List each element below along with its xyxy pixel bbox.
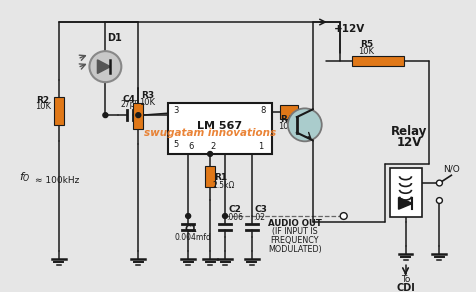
Text: 0.004mfd: 0.004mfd	[174, 233, 211, 242]
Text: R3: R3	[141, 91, 154, 100]
Text: 6: 6	[188, 142, 194, 151]
Circle shape	[208, 152, 213, 157]
Text: ≈ 100kHz: ≈ 100kHz	[35, 175, 79, 185]
Circle shape	[436, 180, 442, 186]
Text: D1: D1	[108, 33, 122, 44]
Text: 1: 1	[258, 142, 263, 151]
Text: MODULATED): MODULATED)	[268, 245, 322, 254]
Text: To: To	[401, 275, 410, 284]
Circle shape	[103, 113, 108, 118]
Circle shape	[340, 213, 347, 219]
Text: R1: R1	[214, 173, 227, 182]
Text: 12V: 12V	[397, 136, 422, 149]
Circle shape	[136, 113, 141, 118]
Circle shape	[186, 213, 191, 218]
Text: R2: R2	[37, 95, 50, 105]
Bar	[53, 97, 63, 124]
Circle shape	[89, 51, 121, 82]
Text: 5: 5	[173, 140, 178, 149]
Text: AUDIO OUT: AUDIO OUT	[268, 219, 322, 228]
Bar	[168, 102, 272, 154]
Circle shape	[288, 108, 322, 141]
Text: 2: 2	[210, 142, 215, 151]
Text: 8: 8	[260, 106, 265, 115]
Text: +12V: +12V	[334, 24, 365, 34]
Text: (IF INPUT IS: (IF INPUT IS	[272, 227, 317, 237]
Text: Relay: Relay	[391, 125, 427, 138]
Text: 2.5kΩ: 2.5kΩ	[212, 181, 235, 190]
Circle shape	[436, 198, 442, 204]
Text: R5: R5	[360, 40, 373, 49]
Text: 10K: 10K	[278, 122, 294, 131]
Text: FREQUENCY: FREQUENCY	[270, 236, 319, 245]
Text: .02: .02	[253, 213, 265, 222]
Text: C1: C1	[184, 225, 197, 234]
Text: LM 567: LM 567	[198, 121, 243, 131]
Bar	[205, 166, 215, 187]
Text: 10K: 10K	[139, 98, 155, 107]
Text: R4: R4	[280, 115, 293, 124]
Bar	[389, 168, 423, 217]
Text: C3: C3	[255, 205, 268, 214]
Bar	[280, 105, 298, 119]
Text: .006: .006	[226, 213, 243, 222]
Text: C4: C4	[122, 95, 135, 104]
Text: $f_O$: $f_O$	[19, 170, 30, 184]
Polygon shape	[398, 198, 413, 209]
Text: C2: C2	[228, 205, 241, 214]
Text: 27pF: 27pF	[120, 100, 139, 110]
Text: CDI: CDI	[396, 283, 415, 292]
Text: swugatam innovations: swugatam innovations	[144, 128, 276, 138]
Text: N/O: N/O	[444, 164, 460, 173]
Circle shape	[223, 213, 228, 218]
Bar	[352, 56, 404, 66]
Text: 10K: 10K	[357, 47, 374, 56]
Text: 10K: 10K	[35, 102, 50, 111]
Text: 3: 3	[173, 106, 178, 115]
Bar	[133, 103, 143, 129]
Polygon shape	[98, 60, 110, 74]
